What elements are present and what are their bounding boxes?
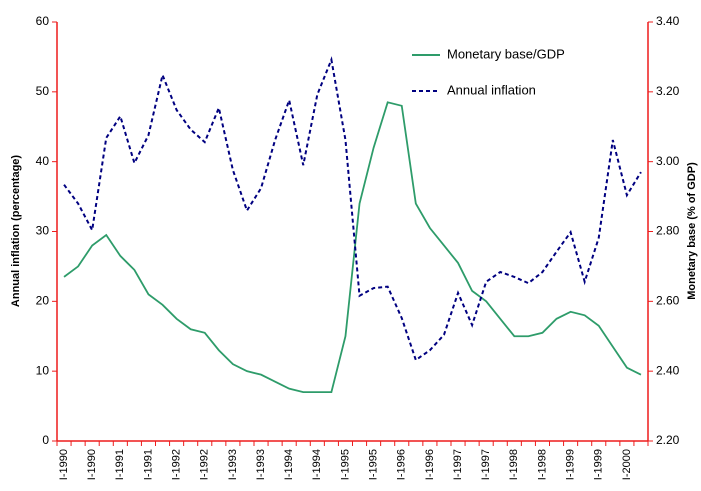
x-tick-label: I-1992	[171, 449, 183, 480]
y2-tick-label: 2.80	[656, 224, 680, 238]
y2-tick-label: 2.20	[656, 433, 680, 447]
x-tick-label: I-1999	[565, 449, 577, 480]
x-tick-label: I-1998	[536, 449, 548, 480]
x-tick-label: I-1997	[480, 449, 492, 480]
x-tick-label: I-1993	[227, 449, 239, 480]
x-tick-label: I-1995	[368, 449, 380, 480]
x-tick-label: I-1996	[396, 449, 408, 480]
legend-label: Monetary base/GDP	[447, 46, 565, 61]
series-line	[63, 56, 642, 362]
x-tick-label: I-1996	[424, 449, 436, 480]
series-line	[63, 101, 642, 394]
x-tick-label: I-2000	[621, 449, 633, 480]
y-axis-title: Annual inflation (percentage)	[10, 155, 22, 308]
x-tick-label: I-1997	[452, 449, 464, 480]
x-tick-label: I-1995	[339, 449, 351, 480]
y-tick-label: 50	[36, 84, 50, 98]
y-tick-label: 10	[36, 363, 50, 377]
y2-tick-label: 3.20	[656, 84, 680, 98]
y-tick-label: 20	[36, 294, 50, 308]
y-tick-label: 30	[36, 224, 50, 238]
x-tick-label: I-1998	[508, 449, 520, 480]
x-tick-label: I-1999	[593, 449, 605, 480]
x-tick-label: I-1990	[86, 449, 98, 480]
legend-label: Annual inflation	[447, 82, 536, 97]
x-tick-label: I-1994	[283, 449, 295, 480]
y2-tick-label: 2.40	[656, 363, 680, 377]
x-tick-label: I-1993	[255, 449, 267, 480]
x-tick-label: I-1991	[114, 449, 126, 480]
y2-axis-title: Monetary base (% of GDP)	[686, 162, 698, 300]
y-tick-label: 60	[36, 14, 50, 28]
y2-tick-label: 2.60	[656, 294, 680, 308]
y2-tick-label: 3.40	[656, 14, 680, 28]
x-tick-label: I-1991	[142, 449, 154, 480]
y-tick-label: 40	[36, 154, 50, 168]
x-tick-label: I-1994	[311, 449, 323, 480]
x-tick-label: I-1990	[58, 449, 70, 480]
x-tick-label: I-1992	[199, 449, 211, 480]
y-tick-label: 0	[42, 433, 49, 447]
y2-tick-label: 3.00	[656, 154, 680, 168]
